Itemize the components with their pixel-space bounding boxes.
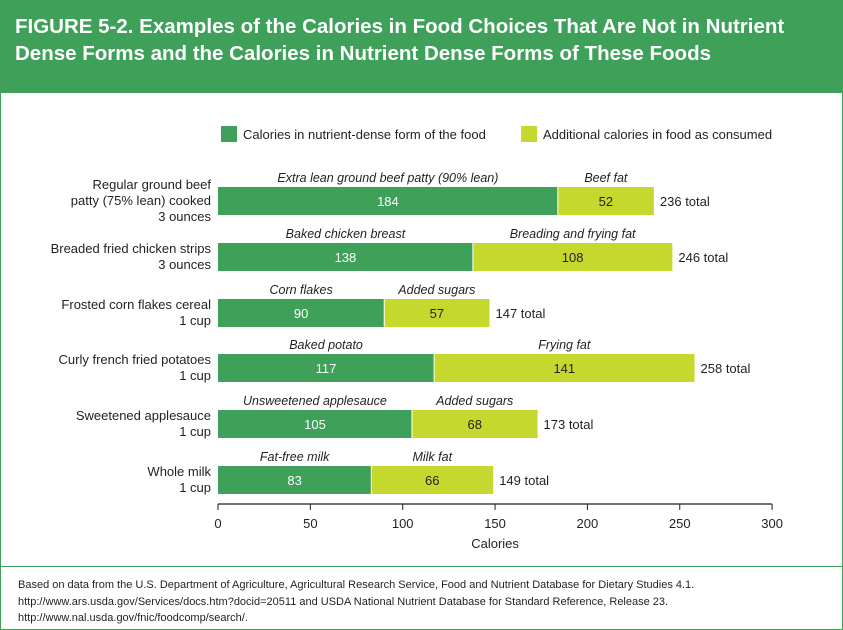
value-label-additional: 108 [562, 250, 584, 265]
total-label: 246 total [678, 250, 728, 265]
segment-name-nutrient-dense: Baked chicken breast [286, 227, 406, 241]
footer-divider [0, 566, 843, 567]
segment-name-nutrient-dense: Baked potato [289, 338, 363, 352]
value-label-additional: 68 [467, 417, 481, 432]
x-tick-label: 250 [669, 516, 691, 531]
category-label: 1 cup [179, 480, 211, 495]
segment-name-nutrient-dense: Fat-free milk [260, 450, 330, 464]
category-label: Sweetened applesauce [76, 408, 211, 423]
bar-segment-nutrient-dense [218, 299, 385, 327]
figure-header: FIGURE 5-2. Examples of the Calories in … [0, 0, 843, 91]
legend-swatch-1 [221, 126, 237, 142]
x-tick-label: 300 [761, 516, 783, 531]
bar-segment-nutrient-dense [218, 354, 435, 382]
segment-name-nutrient-dense: Extra lean ground beef patty (90% lean) [277, 171, 498, 185]
category-label: Curly french fried potatoes [59, 352, 212, 367]
total-label: 149 total [499, 473, 549, 488]
value-label-nutrient-dense: 105 [304, 417, 326, 432]
segment-name-additional: Frying fat [538, 338, 591, 352]
total-label: 258 total [701, 361, 751, 376]
category-label: Frosted corn flakes cereal [61, 297, 211, 312]
segment-name-additional: Added sugars [435, 394, 513, 408]
segment-name-additional: Breading and frying fat [510, 227, 636, 241]
bar-segment-nutrient-dense [218, 410, 412, 438]
category-label: 1 cup [179, 424, 211, 439]
x-tick-label: 100 [392, 516, 414, 531]
x-tick-label: 50 [303, 516, 317, 531]
total-label: 236 total [660, 194, 710, 209]
bar-segment-additional [384, 299, 490, 327]
segment-name-nutrient-dense: Unsweetened applesauce [243, 394, 387, 408]
bar-segment-nutrient-dense [218, 466, 372, 494]
total-label: 147 total [496, 306, 546, 321]
legend-label-1: Calories in nutrient-dense form of the f… [243, 127, 486, 142]
segment-name-nutrient-dense: Corn flakes [269, 283, 332, 297]
value-label-additional: 66 [425, 473, 439, 488]
value-label-nutrient-dense: 138 [335, 250, 357, 265]
header-divider [0, 91, 843, 93]
bar-segment-additional [472, 243, 673, 271]
value-label-nutrient-dense: 90 [294, 306, 308, 321]
legend-swatch-2 [521, 126, 537, 142]
segment-name-additional: Added sugars [397, 283, 475, 297]
bar-segment-additional [411, 410, 538, 438]
value-label-additional: 57 [430, 306, 444, 321]
category-label: Breaded fried chicken strips [51, 241, 212, 256]
category-label: Regular ground beef [92, 177, 211, 192]
bar-segment-additional [371, 466, 494, 494]
value-label-nutrient-dense: 117 [316, 361, 337, 376]
x-tick-label: 200 [577, 516, 599, 531]
value-label-nutrient-dense: 83 [287, 473, 301, 488]
bar-segment-additional [434, 354, 695, 382]
x-tick-label: 150 [484, 516, 506, 531]
category-label: 3 ounces [158, 257, 211, 272]
value-label-nutrient-dense: 184 [377, 194, 399, 209]
bar-segment-nutrient-dense [218, 187, 558, 215]
x-tick-label: 0 [214, 516, 221, 531]
segment-name-additional: Beef fat [584, 171, 628, 185]
figure-title: FIGURE 5-2. Examples of the Calories in … [15, 15, 785, 65]
legend-label-2: Additional calories in food as consumed [543, 127, 772, 142]
value-label-additional: 52 [599, 194, 613, 209]
category-label: 1 cup [179, 313, 211, 328]
total-label: 173 total [544, 417, 594, 432]
source-note: Based on data from the U.S. Department o… [18, 579, 695, 624]
category-label: patty (75% lean) cooked [71, 193, 211, 208]
segment-name-additional: Milk fat [412, 450, 452, 464]
category-label: Whole milk [147, 464, 211, 479]
x-axis-title: Calories [471, 536, 519, 551]
category-label: 3 ounces [158, 209, 211, 224]
bar-segment-additional [557, 187, 654, 215]
bar-segment-nutrient-dense [218, 243, 473, 271]
stacked-bar-chart: Calories in nutrient-dense form of the f… [51, 126, 783, 551]
value-label-additional: 141 [553, 361, 575, 376]
category-label: 1 cup [179, 368, 211, 383]
